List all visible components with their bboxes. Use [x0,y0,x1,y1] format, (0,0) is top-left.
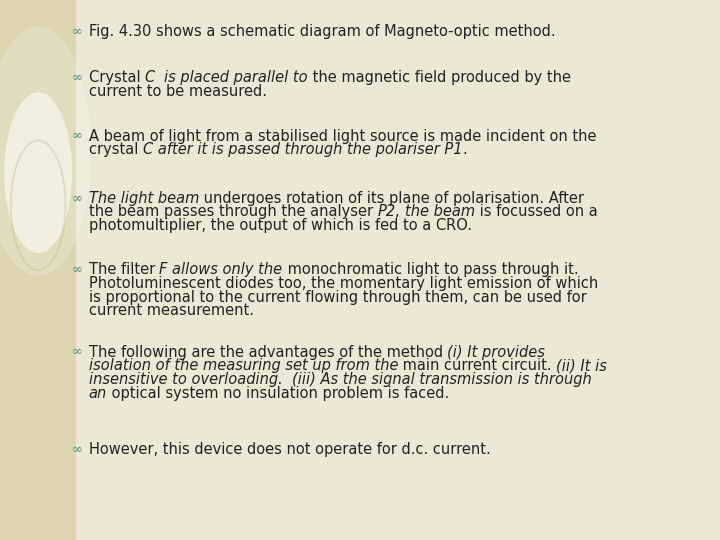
Text: (ii) It is: (ii) It is [557,359,607,373]
Ellipse shape [0,27,92,275]
Text: However, this device does not operate for d.c. current.: However, this device does not operate fo… [89,442,490,457]
FancyBboxPatch shape [0,0,76,540]
Text: photomultiplier, the output of which is fed to a CRO.: photomultiplier, the output of which is … [89,218,472,233]
Text: the beam: the beam [405,205,474,219]
Text: P2: P2 [377,205,395,219]
Text: optical system no insulation problem is faced.: optical system no insulation problem is … [107,386,449,401]
Text: C after it is passed through the polariser P1: C after it is passed through the polaris… [143,143,462,157]
Text: ∞: ∞ [71,24,83,37]
Text: is placed parallel to: is placed parallel to [164,70,308,85]
Text: ∞: ∞ [71,442,83,455]
Text: crystal: crystal [89,143,143,157]
Text: (i) It provides: (i) It provides [447,345,545,360]
Text: monochromatic light to pass through it.: monochromatic light to pass through it. [282,262,578,277]
Text: A beam of light from a stabilised light source is made incident on the: A beam of light from a stabilised light … [89,129,596,144]
Text: F allows only the: F allows only the [159,262,282,277]
Text: ∞: ∞ [71,191,83,204]
Text: ∞: ∞ [71,70,83,83]
Text: current to be measured.: current to be measured. [89,84,266,99]
Text: undergoes rotation of its plane of polarisation. After: undergoes rotation of its plane of polar… [199,191,584,206]
Text: .: . [462,143,467,157]
Text: ∞: ∞ [71,345,83,357]
Text: is proportional to the current flowing through them, can be used for: is proportional to the current flowing t… [89,289,586,305]
Text: The light beam: The light beam [89,191,199,206]
Text: ,: , [395,205,405,219]
Text: ∞: ∞ [71,262,83,275]
Text: current measurement.: current measurement. [89,303,253,319]
Text: Crystal: Crystal [89,70,145,85]
Text: the magnetic field produced by the: the magnetic field produced by the [308,70,571,85]
Text: Photoluminescent diodes too, the momentary light emission of which: Photoluminescent diodes too, the momenta… [89,276,598,291]
Text: Fig. 4.30 shows a schematic diagram of Magneto-optic method.: Fig. 4.30 shows a schematic diagram of M… [89,24,555,39]
Text: The filter: The filter [89,262,159,277]
Text: The following are the advantages of the method: The following are the advantages of the … [89,345,447,360]
Text: an: an [89,386,107,401]
Text: ∞: ∞ [71,129,83,141]
Text: the beam passes through the analyser: the beam passes through the analyser [89,205,377,219]
Text: C: C [145,70,155,85]
Text: isolation of the measuring set up from the: isolation of the measuring set up from t… [89,359,398,373]
Text: main current circuit.: main current circuit. [398,359,557,373]
Text: is focussed on a: is focussed on a [474,205,598,219]
Ellipse shape [4,92,73,254]
Text: insensitive to overloading.  (iii) As the signal transmission is through: insensitive to overloading. (iii) As the… [89,372,591,387]
